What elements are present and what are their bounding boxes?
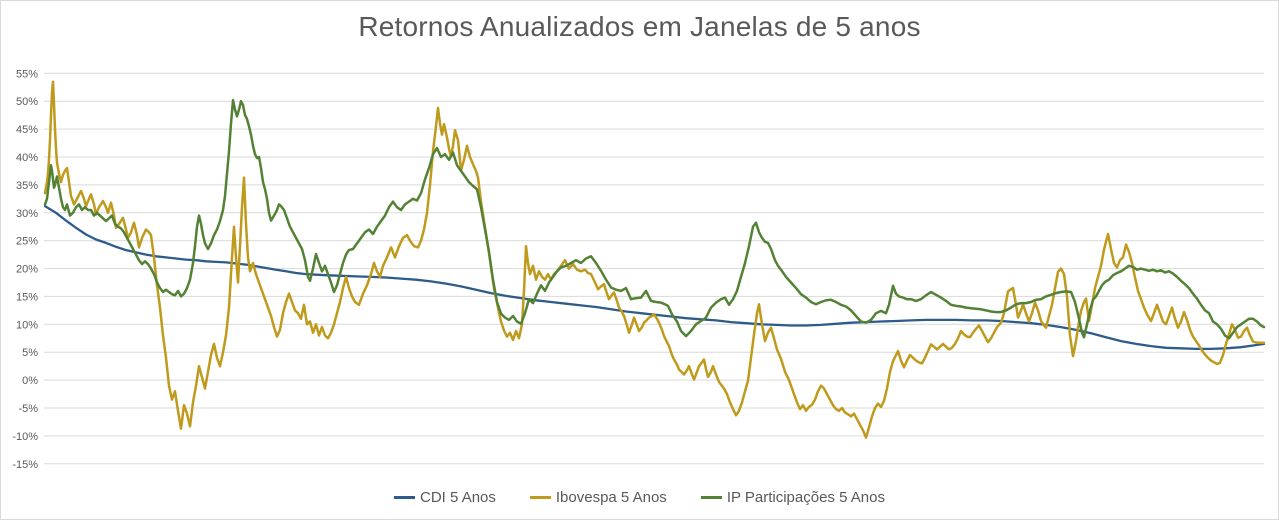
legend-line-marker-icon [394,496,416,499]
y-tick-label: -10% [12,431,38,443]
y-tick-label: 20% [16,264,38,276]
y-tick-label: 45% [16,124,38,136]
legend-line-marker-icon [529,496,551,499]
legend-label: CDI 5 Anos [420,489,496,506]
series-line-ibovespa-5-anos [43,80,1266,439]
y-tick-label: 25% [16,236,38,248]
y-tick-label: 5% [22,347,38,359]
series-line-ip-participações-5-anos [43,98,1266,340]
y-tick-label: 10% [16,319,38,331]
y-tick-label: -5% [18,403,38,415]
y-tick-label: 40% [16,152,38,164]
y-tick-label: 30% [16,208,38,220]
y-tick-label: -15% [12,459,38,471]
legend-item-ibovespa-5-anos[interactable]: Ibovespa 5 Anos [529,489,667,506]
y-tick-label: 0% [22,375,38,387]
legend-label: IP Participações 5 Anos [726,489,885,506]
y-tick-label: 15% [16,291,38,303]
legend-item-ip-participações-5-anos[interactable]: IP Participações 5 Anos [700,489,885,506]
y-tick-label: 50% [16,96,38,108]
y-tick-label: 35% [16,180,38,192]
legend: CDI 5 Anos Ibovespa 5 Anos IP Participaçõe… [1,489,1278,506]
legend-item-cdi-5-anos[interactable]: CDI 5 Anos [394,489,496,506]
y-tick-label: 55% [16,68,38,80]
legend-line-marker-icon [700,496,722,499]
chart-title: Retornos Anualizados em Janelas de 5 ano… [358,11,921,42]
legend-label: Ibovespa 5 Anos [555,489,667,506]
